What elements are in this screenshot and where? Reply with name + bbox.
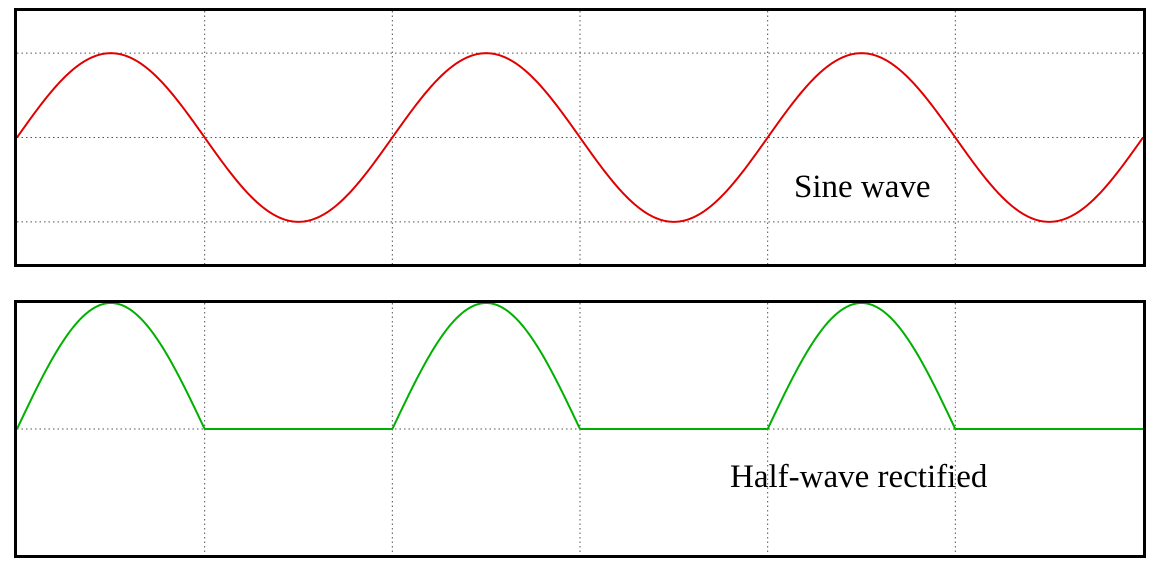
half-wave-rectified-panel: Half-wave rectified [14, 300, 1146, 558]
half-wave-rectified-label: Half-wave rectified [730, 459, 988, 495]
sine-wave-line [17, 52, 1143, 223]
half-wave-rectified-plot [17, 303, 1143, 555]
half-wave-rectified-line [17, 303, 1143, 430]
sine-wave-plot [17, 11, 1143, 264]
sine-wave-label: Sine wave [794, 169, 931, 205]
sine-wave-panel: Sine wave [14, 8, 1146, 267]
